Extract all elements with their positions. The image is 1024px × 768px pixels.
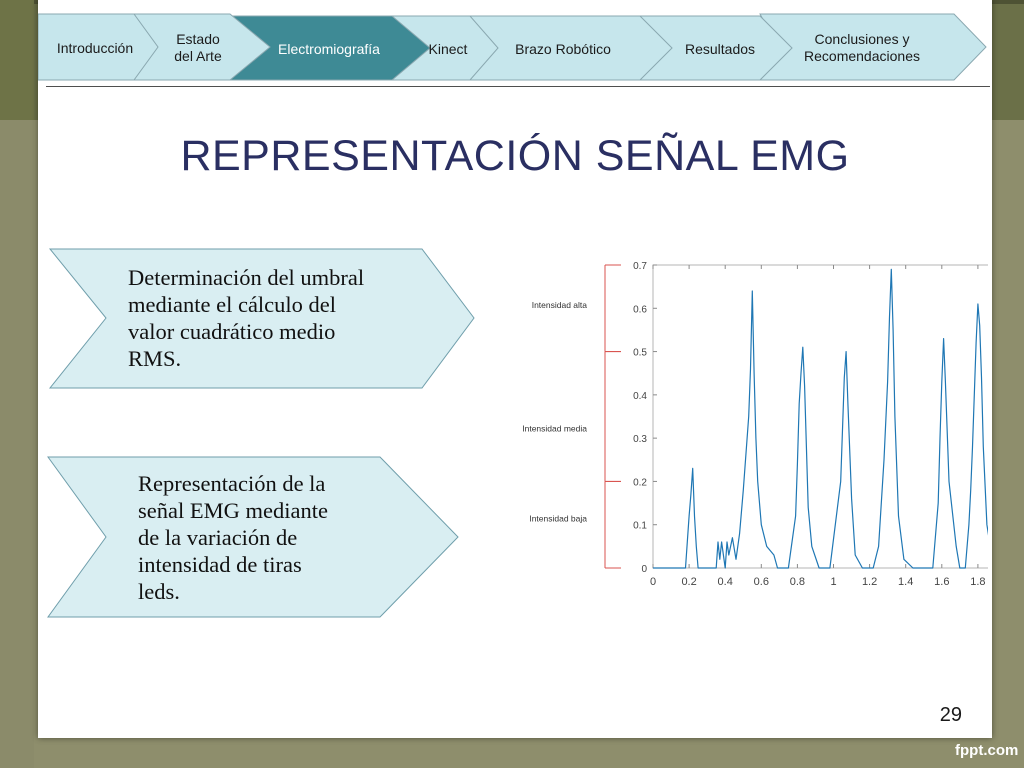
nav-tab-label: Kinect — [428, 40, 468, 57]
nav-tab-label: Electromiografía — [278, 40, 380, 57]
x-tick-label: 1.4 — [898, 576, 913, 588]
background-left-strip — [0, 0, 34, 768]
box-rms-line: valor cuadrático medio — [128, 319, 336, 344]
nav-tab-1[interactable]: Introducción — [43, 40, 147, 57]
section-navigation: Introducción Estado del Arte Electromiograf… — [38, 0, 992, 85]
box-leds-line: señal EMG mediante — [138, 498, 328, 523]
background-left-top — [0, 0, 34, 120]
x-tick-label: 0.8 — [790, 576, 805, 588]
y-tick-label: 0.6 — [633, 304, 647, 315]
content-chevrons — [47, 248, 475, 618]
y-tick-label: 0.1 — [633, 521, 647, 532]
nav-shapes — [38, 13, 987, 81]
x-tick-label: 1.8 — [970, 576, 985, 588]
nav-tab-3[interactable]: Electromiografía — [264, 41, 394, 58]
box-leds-line: intensidad de tiras — [138, 552, 302, 577]
intensity-annotation: Intensidad alta — [532, 264, 621, 353]
nav-tab-label: Introducción — [56, 39, 134, 56]
nav-tab-7[interactable]: Conclusiones y Recomendaciones — [788, 31, 936, 65]
annotation-label: Intensidad media — [522, 424, 587, 434]
x-tick-label: 1.6 — [934, 576, 949, 588]
nav-tab-label: Brazo Robótico — [515, 40, 611, 57]
nav-tab-5[interactable]: Brazo Robótico — [500, 41, 626, 58]
intensity-annotation: Intensidad media — [522, 351, 621, 482]
box-leds-text: Representación de la señal EMG mediante … — [138, 470, 367, 605]
annotation-label: Intensidad baja — [529, 514, 587, 524]
x-tick-label: 0.2 — [681, 576, 696, 588]
annotation-label: Intensidad alta — [532, 300, 588, 310]
nav-tab-label: Resultados — [684, 40, 756, 57]
slide-title: REPRESENTACIÓN SEÑAL EMG — [180, 132, 850, 180]
box-rms-line: mediante el cálculo del — [128, 292, 337, 317]
box-rms-text: Determinación del umbral mediante el cál… — [128, 264, 408, 372]
box-rms-line: Determinación del umbral — [128, 265, 365, 290]
nav-tab-label: Conclusiones y — [814, 31, 910, 47]
page-number: 29 — [939, 704, 962, 726]
nav-tab-label: Recomendaciones — [804, 48, 920, 64]
y-tick-label: 0.7 — [633, 261, 647, 272]
nav-tab-6[interactable]: Resultados — [670, 41, 770, 58]
y-tick-label: 0.5 — [633, 348, 647, 359]
nav-tab-label: del Arte — [174, 48, 222, 64]
x-tick-label: 1 — [830, 576, 836, 588]
y-tick-label: 0.4 — [633, 391, 647, 402]
x-tick-label: 0.4 — [718, 576, 733, 588]
y-tick-label: 0.3 — [633, 434, 647, 445]
fppt-watermark: fppt.com — [955, 742, 1019, 759]
nav-tab-4[interactable]: Kinect — [418, 41, 478, 58]
nav-tab-shape — [38, 13, 159, 81]
box-leds-line: Representación de la — [138, 471, 326, 496]
y-tick-label: 0 — [641, 564, 647, 575]
emg-series-line — [653, 268, 988, 569]
intensity-annotation: Intensidad baja — [529, 480, 621, 569]
emg-chart: 0 0.1 0.2 0.3 0.4 0.5 0.6 0.7 0 0.2 0.4 0.6 0.8 1 1.2 1… — [522, 261, 988, 588]
nav-tab-label: Estado — [176, 31, 220, 47]
x-tick-label: 0 — [650, 576, 656, 588]
chevron-box-rms — [48, 248, 475, 389]
plot-area — [652, 264, 988, 569]
x-tick-label: 1.2 — [862, 576, 877, 588]
chevron-box-leds — [47, 456, 459, 618]
box-leds-line: leds. — [138, 579, 180, 604]
y-tick-label: 0.2 — [633, 477, 647, 488]
slide: Introducción Estado del Arte Electromiograf… — [38, 0, 992, 738]
nav-divider — [46, 86, 990, 87]
nav-tab-2[interactable]: Estado del Arte — [156, 31, 240, 65]
box-leds-line: de la variación de — [138, 525, 298, 550]
box-rms-line: RMS. — [128, 346, 182, 371]
x-tick-label: 0.6 — [754, 576, 769, 588]
